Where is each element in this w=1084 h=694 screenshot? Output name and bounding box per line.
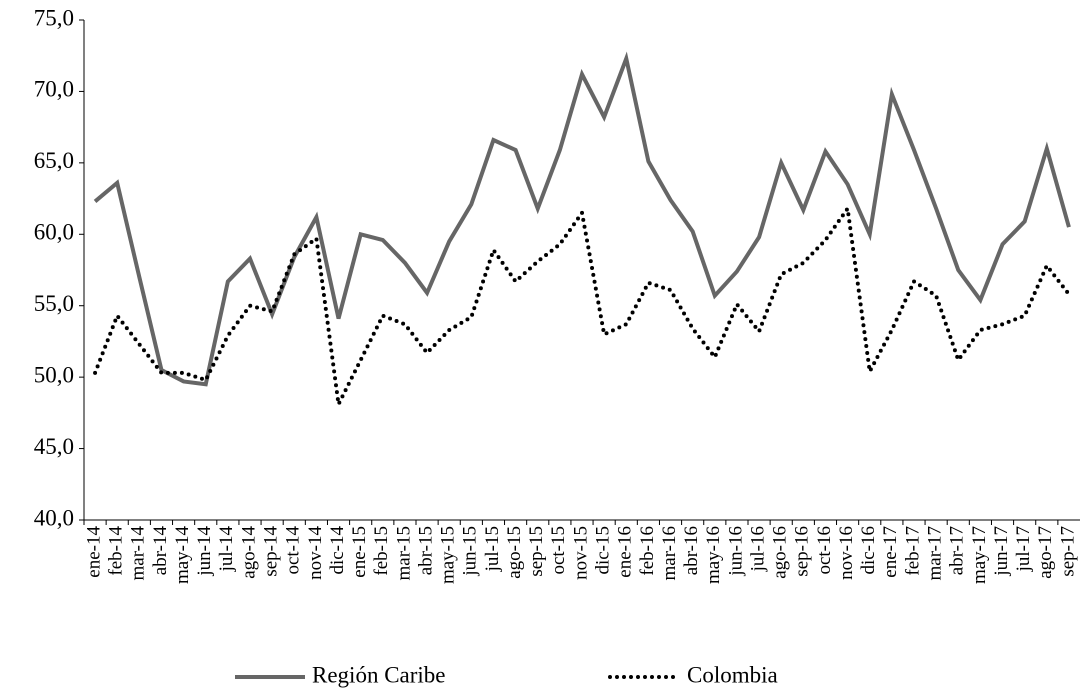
x-tick-label: nov-14 [305, 526, 326, 580]
x-tick-label: mar-14 [128, 526, 149, 581]
x-tick-label: oct-16 [814, 526, 835, 575]
x-tick-label: nov-16 [836, 526, 857, 580]
x-tick-label: dic-15 [592, 526, 613, 575]
legend-label: Región Caribe [312, 662, 446, 687]
x-tick-label: ene-14 [83, 526, 104, 578]
y-tick-label: 60,0 [34, 220, 74, 245]
x-tick-label: sep-14 [260, 526, 281, 577]
series-line [93, 51, 1071, 387]
y-tick-label: 45,0 [34, 434, 74, 459]
y-tick-label: 75,0 [34, 5, 74, 30]
x-tick-label: ene-16 [615, 526, 636, 578]
x-tick-label: oct-15 [548, 526, 569, 575]
x-tick-label: sep-16 [792, 526, 813, 577]
x-tick-label: jul-17 [1013, 526, 1034, 572]
x-tick-label: feb-16 [637, 526, 658, 576]
x-tick-label: ene-17 [880, 526, 901, 578]
x-tick-label: feb-17 [902, 526, 923, 576]
legend-label: Colombia [687, 662, 778, 687]
x-tick-label: may-17 [969, 526, 990, 584]
x-tick-label: abr-14 [150, 526, 171, 576]
x-tick-label: abr-17 [947, 526, 968, 575]
x-tick-label: ago-16 [770, 526, 791, 579]
x-tick-label: mar-15 [393, 526, 414, 581]
x-tick-label: ago-14 [238, 526, 259, 579]
x-tick-label: mar-17 [924, 526, 945, 581]
x-tick-label: feb-15 [371, 526, 392, 576]
x-tick-label: jun-14 [194, 526, 215, 577]
x-tick-label: sep-17 [1057, 526, 1078, 577]
x-tick-label: may-15 [438, 526, 459, 584]
y-tick-label: 65,0 [34, 148, 74, 173]
x-tick-label: may-16 [703, 526, 724, 584]
x-tick-label: jul-15 [482, 526, 503, 572]
y-tick-label: 70,0 [34, 77, 74, 102]
x-tick-label: may-14 [172, 526, 193, 585]
x-tick-label: jun-15 [460, 526, 481, 577]
series-line [93, 203, 1071, 412]
x-tick-label: ene-15 [349, 526, 370, 578]
x-tick-label: feb-14 [106, 526, 127, 576]
y-tick-label: 50,0 [34, 362, 74, 387]
x-tick-label: abr-15 [415, 526, 436, 575]
x-tick-label: dic-16 [858, 526, 879, 575]
x-tick-label: ago-15 [504, 526, 525, 579]
x-tick-label: nov-15 [570, 526, 591, 580]
x-tick-label: dic-14 [327, 526, 348, 575]
y-tick-label: 40,0 [34, 505, 74, 530]
x-tick-label: oct-14 [283, 526, 304, 575]
x-tick-label: jun-17 [991, 526, 1012, 577]
x-tick-label: ago-17 [1035, 526, 1056, 579]
x-tick-label: mar-16 [659, 526, 680, 581]
x-tick-label: sep-15 [526, 526, 547, 577]
x-tick-label: jun-16 [725, 526, 746, 577]
x-tick-label: jul-16 [747, 526, 768, 572]
x-tick-label: jul-14 [216, 526, 237, 573]
x-tick-label: abr-16 [681, 526, 702, 575]
y-tick-label: 55,0 [34, 291, 74, 316]
